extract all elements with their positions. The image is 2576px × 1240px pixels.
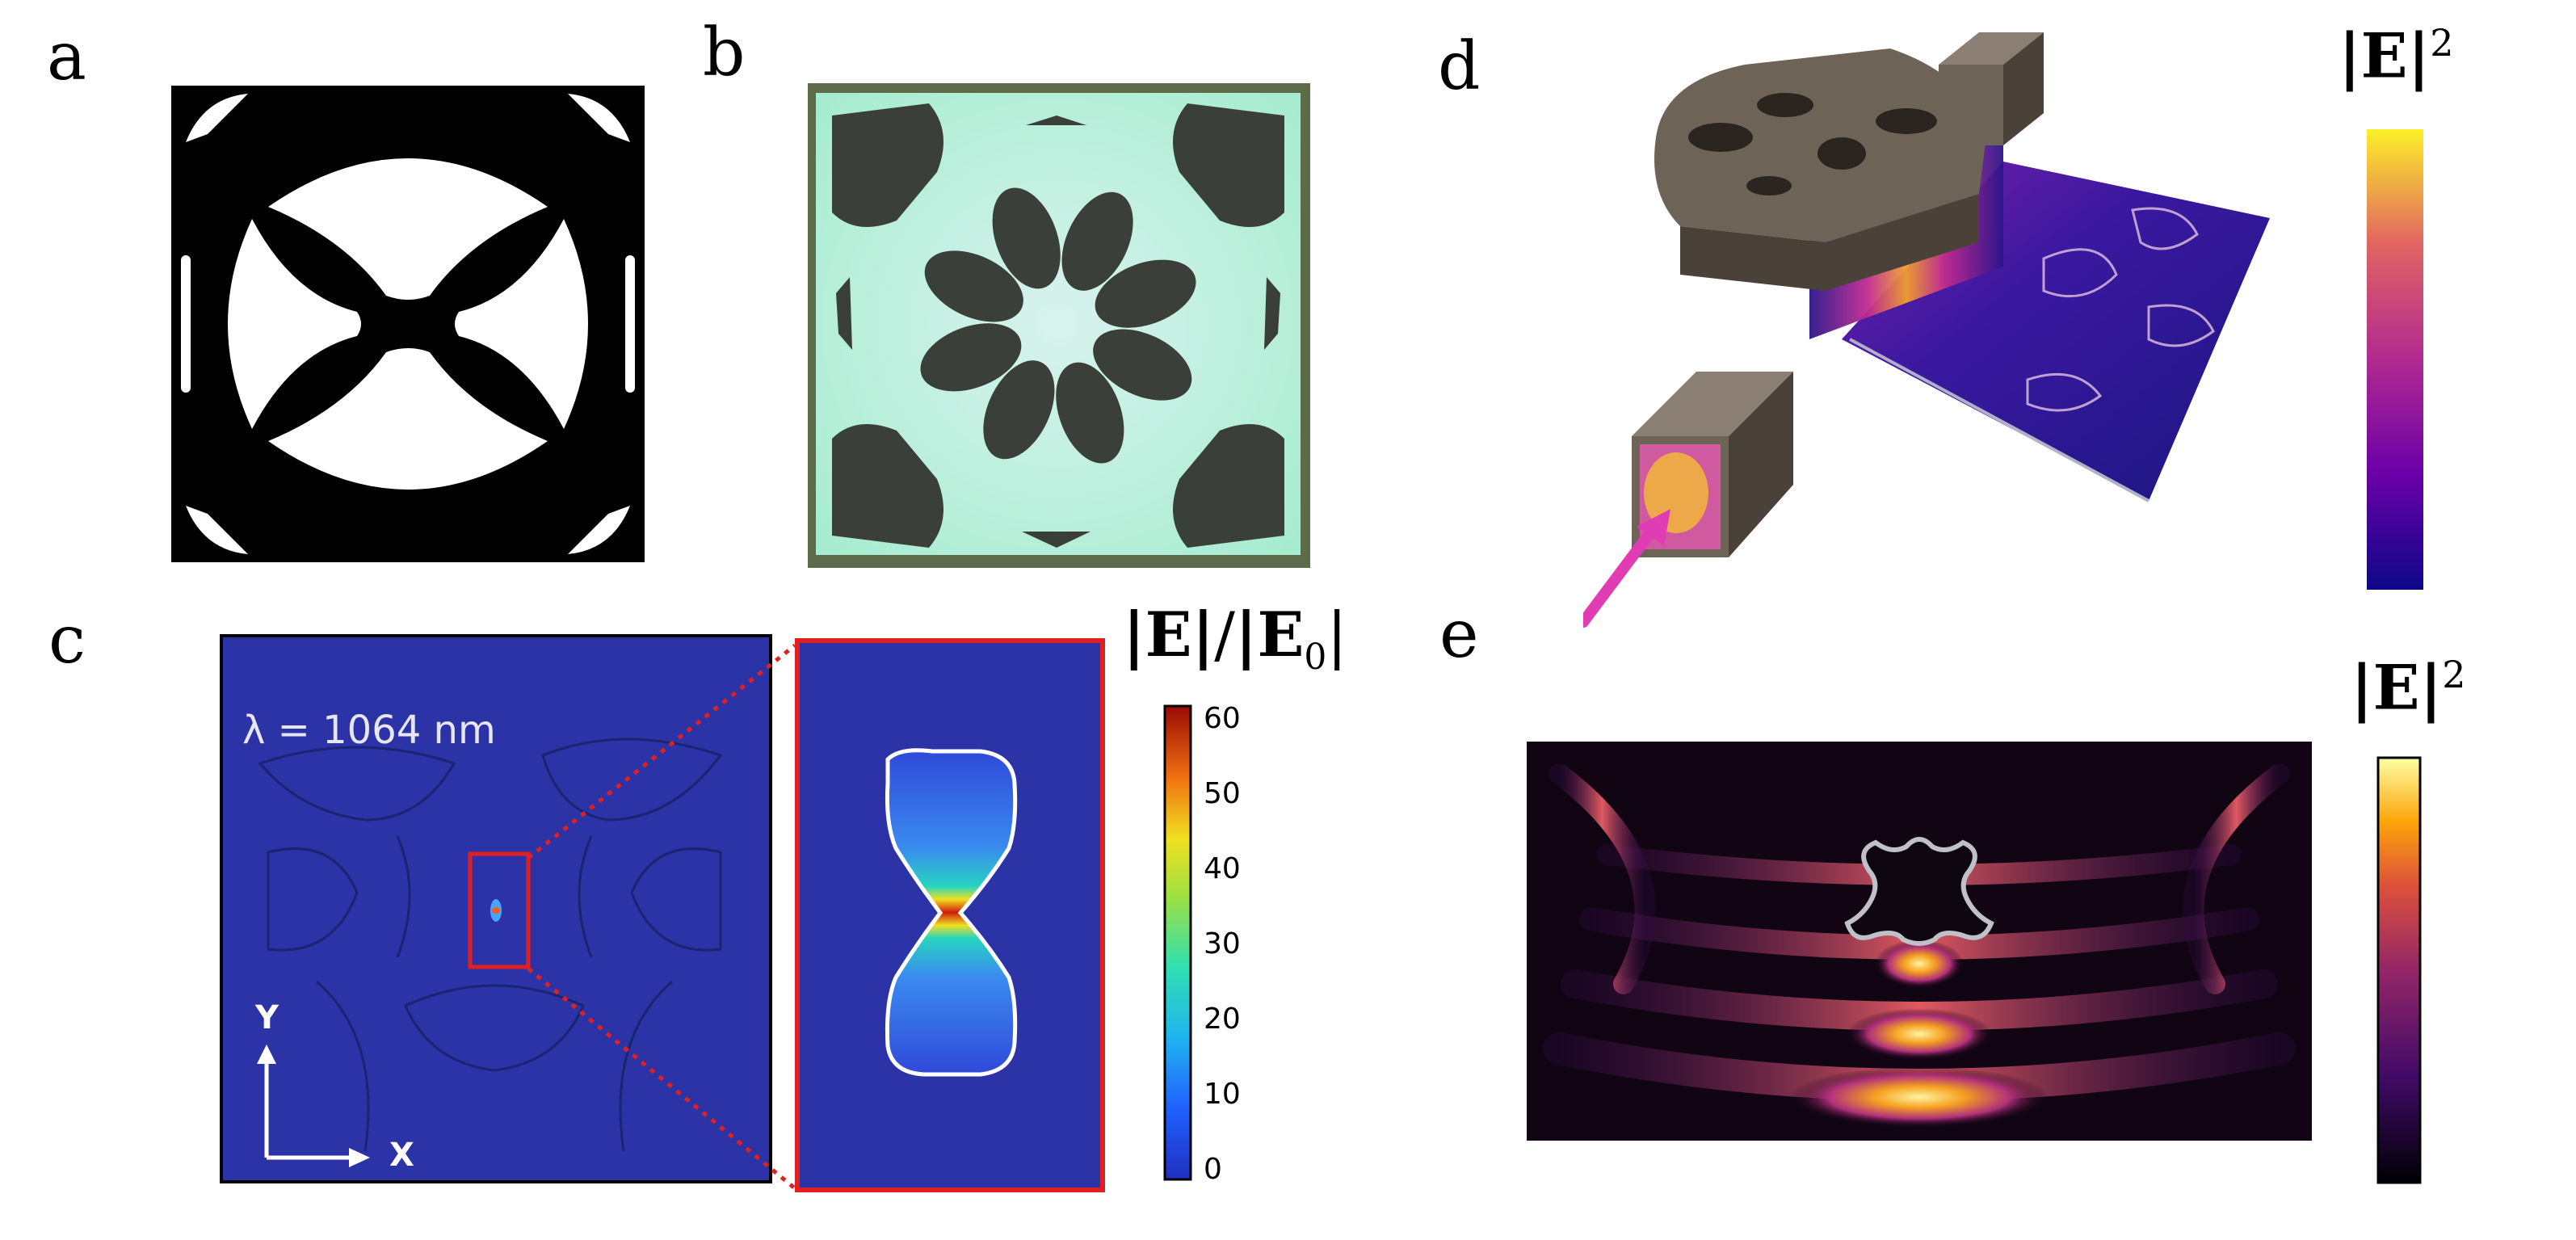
panel-a-design-image bbox=[171, 86, 645, 562]
colorbar-d bbox=[2367, 129, 2423, 590]
colorbar-e-title: |E|2 bbox=[2351, 651, 2466, 724]
colorbar-c-title: |E|/|E0| bbox=[1123, 599, 1348, 679]
colorbar-c-tick: 40 bbox=[1204, 852, 1241, 885]
axis-x-label: X bbox=[389, 1137, 414, 1174]
panel-e-field-map bbox=[1527, 742, 2312, 1141]
panel-label-a: a bbox=[47, 19, 86, 95]
colorbar-c-tick: 30 bbox=[1204, 927, 1241, 960]
colorbar-c-tick: 20 bbox=[1204, 1003, 1241, 1036]
panel-b-fabricated-device-image bbox=[808, 83, 1310, 568]
panel-d-3d-device-render bbox=[1583, 32, 2270, 628]
colorbar-c-tick: 0 bbox=[1204, 1153, 1222, 1186]
colorbar-c-tick: 10 bbox=[1204, 1078, 1241, 1111]
panel-label-c: c bbox=[48, 602, 86, 679]
zoom-connector-lines bbox=[527, 644, 796, 1190]
panel-label-d: d bbox=[1438, 28, 1481, 105]
colorbar-d-title: |E|2 bbox=[2339, 19, 2454, 92]
colorbar-c bbox=[1163, 704, 1192, 1181]
wavelength-annotation: λ = 1064 nm bbox=[242, 708, 496, 753]
panel-label-e: e bbox=[1439, 596, 1479, 673]
axis-y-label: Y bbox=[255, 999, 279, 1036]
colorbar-e bbox=[2376, 756, 2422, 1184]
colorbar-c-tick: 50 bbox=[1204, 777, 1241, 810]
panel-label-b: b bbox=[703, 15, 746, 91]
colorbar-c-tick: 60 bbox=[1204, 702, 1241, 735]
panel-c-zoom-field bbox=[795, 638, 1105, 1192]
